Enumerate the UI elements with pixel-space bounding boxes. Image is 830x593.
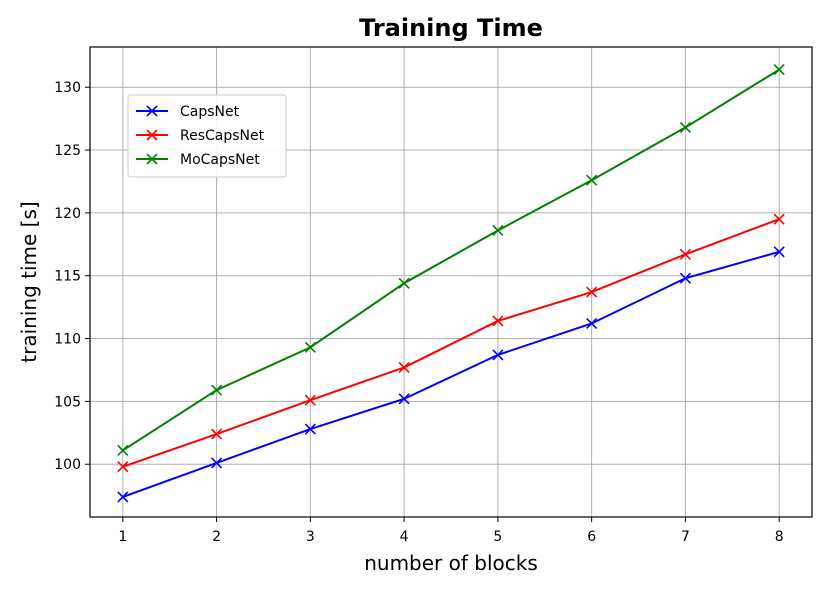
x-tick-label: 5 <box>493 529 502 545</box>
data-point <box>117 444 129 456</box>
legend: CapsNet ResCapsNet MoCapsNet <box>127 94 287 178</box>
legend-label: ResCapsNet <box>180 128 265 144</box>
data-point <box>773 213 785 225</box>
data-point <box>586 174 598 186</box>
x-tick-label: 8 <box>775 529 784 545</box>
axis-ticks: 1 2 3 4 5 6 7 8 100 105 110 115 120 125 130 <box>54 80 783 545</box>
data-point <box>492 315 504 327</box>
series-line <box>122 218 780 468</box>
data-point <box>586 286 598 298</box>
plot-frame <box>89 46 813 518</box>
data-point <box>211 457 223 469</box>
chart-title: Training Time <box>359 14 543 42</box>
data-point <box>398 277 410 289</box>
legend-entry: MoCapsNet <box>136 152 260 168</box>
x-tick-label: 7 <box>681 529 690 545</box>
legend-entry: CapsNet <box>136 104 240 120</box>
legend-label: CapsNet <box>180 104 240 120</box>
data-point <box>679 248 691 260</box>
series-layer <box>117 64 785 503</box>
x-tick-label: 6 <box>587 529 596 545</box>
y-tick-label: 125 <box>54 143 81 159</box>
y-tick-label: 120 <box>54 206 81 222</box>
series-line <box>122 68 780 452</box>
data-point <box>117 491 129 503</box>
data-point <box>773 246 785 258</box>
data-point <box>117 461 129 473</box>
x-tick-label: 2 <box>212 529 221 545</box>
series-rescapsnet <box>117 213 785 473</box>
legend-box <box>127 94 287 178</box>
data-point <box>398 393 410 405</box>
y-tick-label: 130 <box>54 80 81 96</box>
x-tick-label: 1 <box>118 529 127 545</box>
y-tick-label: 105 <box>54 394 81 410</box>
y-tick-label: 115 <box>54 269 81 285</box>
data-point <box>211 428 223 440</box>
data-point <box>211 384 223 396</box>
y-tick-label: 110 <box>54 332 81 348</box>
y-axis-label: training time [s] <box>17 201 41 362</box>
series-mocapsnet <box>117 64 785 456</box>
legend-marker <box>146 153 158 165</box>
data-point <box>304 341 316 353</box>
series-capsnet <box>117 246 785 503</box>
data-point <box>492 349 504 361</box>
data-point <box>398 361 410 374</box>
legend-label: MoCapsNet <box>180 152 260 168</box>
grid-lines <box>90 47 812 517</box>
series-line <box>122 250 780 498</box>
x-tick-label: 4 <box>400 529 409 545</box>
x-axis-label: number of blocks <box>364 551 538 575</box>
y-tick-label: 100 <box>54 457 81 473</box>
data-point <box>586 317 598 330</box>
legend-marker <box>146 129 158 141</box>
data-point <box>492 224 504 237</box>
data-point <box>679 272 691 284</box>
x-tick-label: 3 <box>306 529 315 545</box>
legend-entry: ResCapsNet <box>136 128 265 144</box>
legend-marker <box>146 105 158 117</box>
data-point <box>773 64 785 76</box>
data-point <box>304 394 316 406</box>
data-point <box>679 121 691 133</box>
data-point <box>304 423 316 435</box>
